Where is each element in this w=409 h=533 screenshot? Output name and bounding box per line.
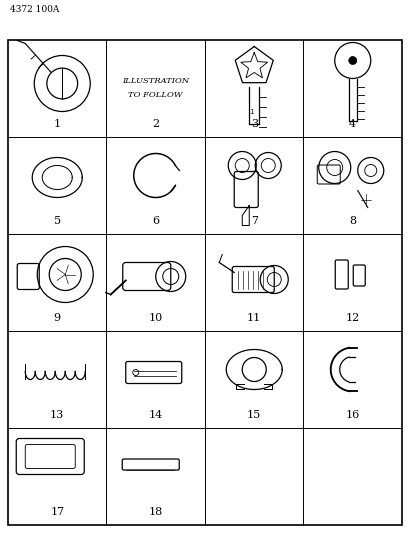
Text: 12: 12 xyxy=(345,313,359,323)
Text: 7: 7 xyxy=(250,216,257,226)
Text: 10: 10 xyxy=(148,313,162,323)
Text: 13: 13 xyxy=(50,410,64,420)
Text: 4: 4 xyxy=(348,119,355,129)
Text: 9: 9 xyxy=(54,313,61,323)
Text: 11: 11 xyxy=(247,313,261,323)
Text: 16: 16 xyxy=(345,410,359,420)
Text: 18: 18 xyxy=(148,507,162,517)
Text: ILLUSTRATION: ILLUSTRATION xyxy=(122,77,189,85)
Text: 14: 14 xyxy=(148,410,162,420)
Text: 1: 1 xyxy=(248,109,253,115)
Text: TO FOLLOW: TO FOLLOW xyxy=(128,91,182,99)
Text: 17: 17 xyxy=(50,507,64,517)
Text: 3: 3 xyxy=(250,119,257,129)
Text: 4372 100A: 4372 100A xyxy=(10,5,59,14)
Text: 15: 15 xyxy=(247,410,261,420)
Circle shape xyxy=(348,56,356,64)
Text: 1: 1 xyxy=(54,119,61,129)
Text: 6: 6 xyxy=(152,216,159,226)
Text: 5: 5 xyxy=(54,216,61,226)
Text: 2: 2 xyxy=(152,119,159,129)
Text: 8: 8 xyxy=(348,216,355,226)
